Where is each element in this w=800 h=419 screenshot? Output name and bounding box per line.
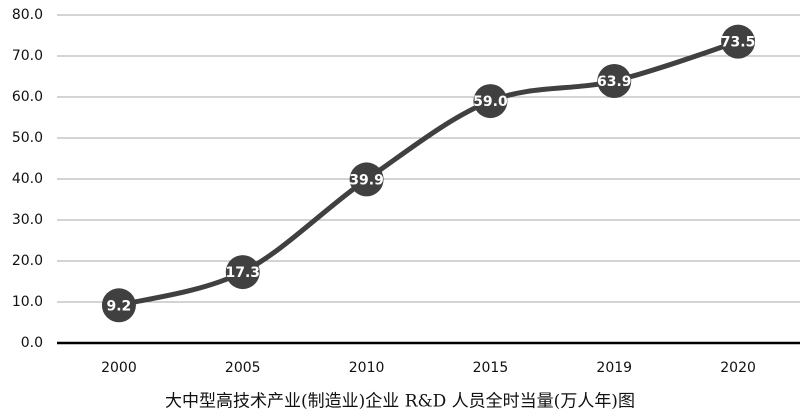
marker (597, 64, 632, 99)
x-tick-label: 2005 (225, 360, 261, 376)
x-tick-label: 2020 (720, 360, 756, 376)
data-label: 9.2 (107, 298, 132, 314)
marker (473, 84, 508, 119)
line (118, 39, 739, 308)
data-label: 39.9 (349, 172, 384, 188)
y-tick-label: 50.0 (12, 130, 43, 146)
y-tick-label: 70.0 (12, 48, 43, 64)
y-tick-label: 60.0 (12, 89, 43, 105)
marker (721, 24, 756, 59)
marker (101, 288, 136, 323)
x-tick-label: 2015 (473, 360, 509, 376)
marker (349, 162, 384, 197)
x-tick-label: 2019 (596, 360, 632, 376)
y-tick-label: 40.0 (12, 171, 43, 187)
data-label: 59.0 (473, 94, 508, 110)
data-label: 17.3 (225, 265, 260, 281)
chart-title: 大中型高技术产业(制造业)企业 R&D 人员全时当量(万人年)图 (165, 392, 635, 412)
marker (225, 255, 260, 290)
y-tick-label: 0.0 (21, 335, 43, 351)
data-label: 73.5 (721, 35, 756, 51)
y-tick-label: 80.0 (12, 7, 43, 23)
y-tick-label: 30.0 (12, 212, 43, 228)
y-tick-label: 10.0 (12, 294, 43, 310)
y-tick-label: 20.0 (12, 253, 43, 269)
x-tick-label: 2000 (101, 360, 137, 376)
x-tick-label: 2010 (349, 360, 385, 376)
data-label: 63.9 (597, 74, 632, 90)
